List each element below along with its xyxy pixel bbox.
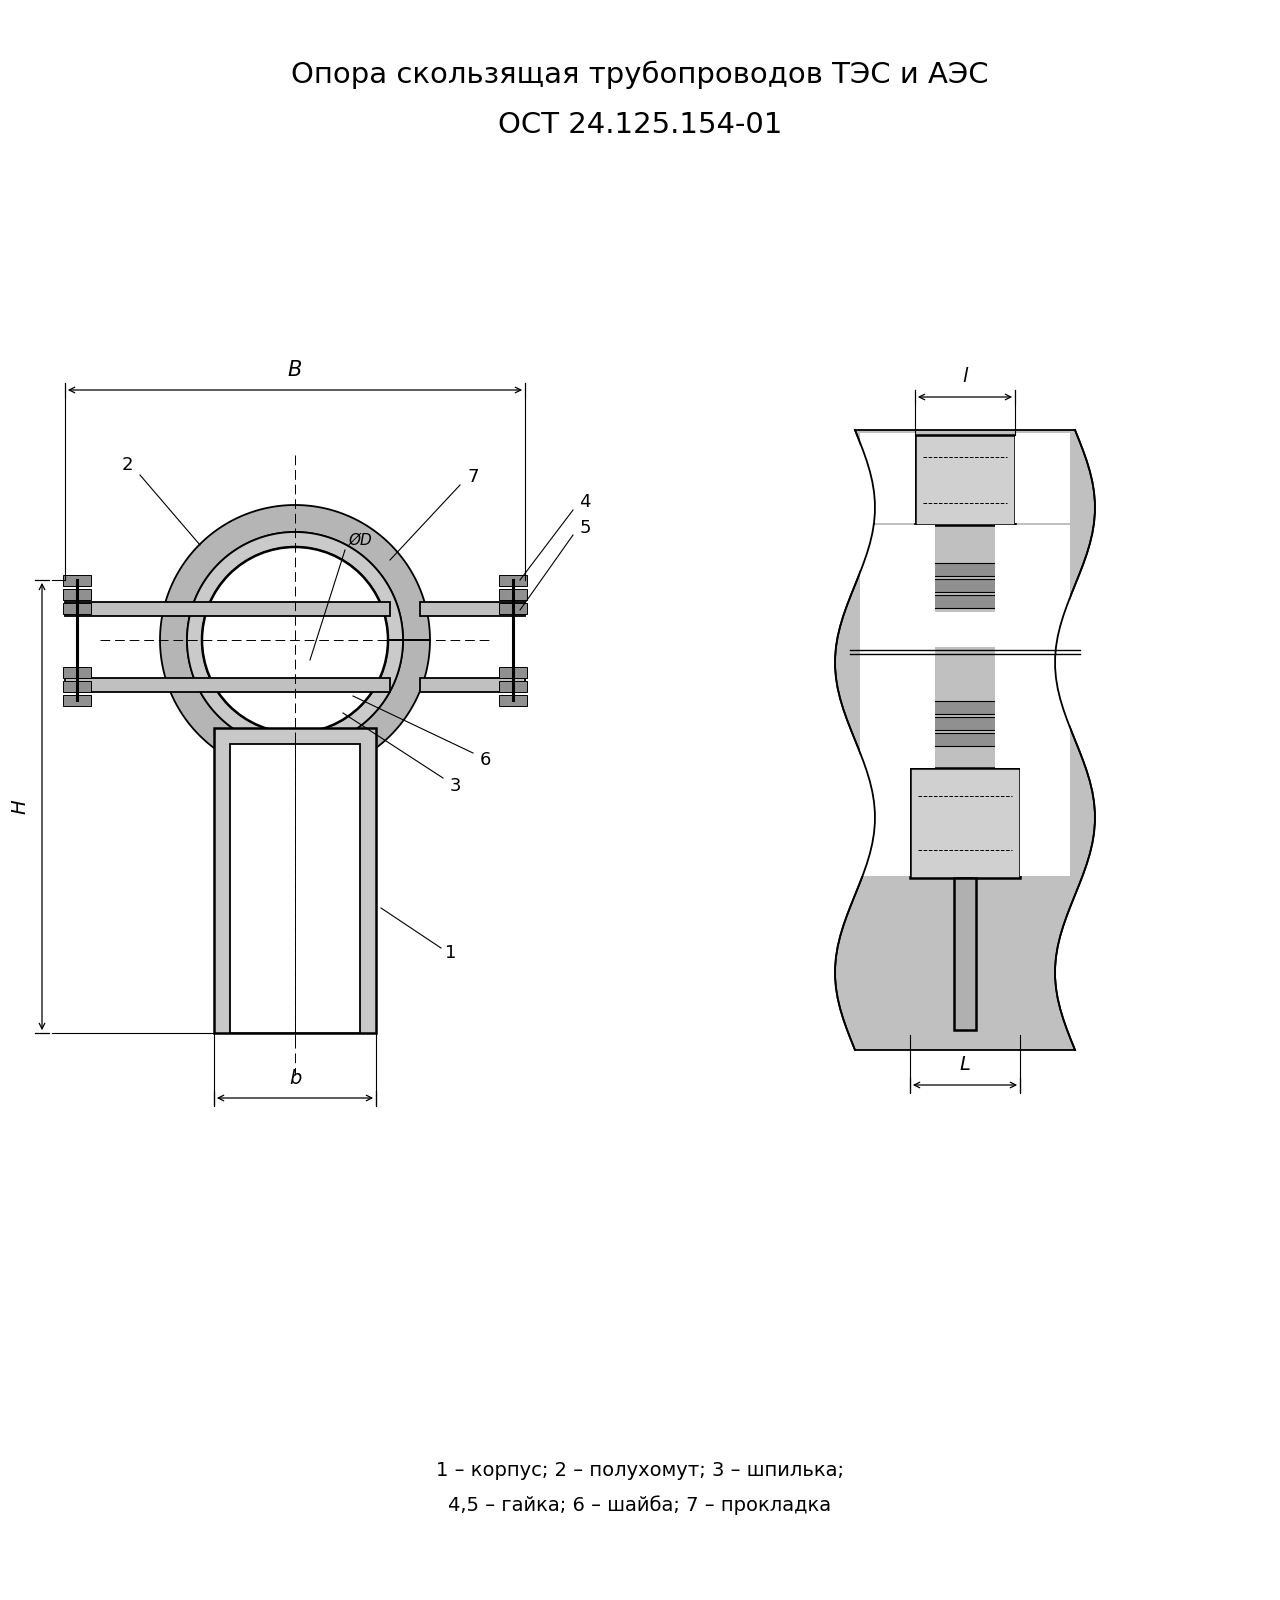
Polygon shape xyxy=(160,506,430,774)
Bar xyxy=(65,678,390,691)
Text: 4: 4 xyxy=(580,493,591,510)
Bar xyxy=(1015,434,1070,523)
Bar xyxy=(63,574,91,586)
Bar xyxy=(65,602,390,616)
Bar xyxy=(860,525,934,768)
Text: b: b xyxy=(289,1069,301,1088)
Text: l: l xyxy=(963,368,968,387)
Text: 2: 2 xyxy=(122,456,133,474)
Bar xyxy=(915,435,1015,525)
Text: 1: 1 xyxy=(445,944,457,962)
Bar xyxy=(928,579,1002,592)
Bar xyxy=(499,603,527,613)
Bar xyxy=(63,667,91,677)
Bar xyxy=(860,766,910,877)
Bar xyxy=(63,680,91,691)
Bar xyxy=(925,611,1005,646)
Bar xyxy=(995,525,1070,768)
Text: B: B xyxy=(288,360,302,379)
Bar xyxy=(860,434,915,523)
Bar xyxy=(420,678,525,691)
Polygon shape xyxy=(835,430,1094,1050)
Bar xyxy=(910,768,1020,878)
Bar xyxy=(63,694,91,706)
Text: 1 – корпус; 2 – полухомут; 3 – шпилька;: 1 – корпус; 2 – полухомут; 3 – шпилька; xyxy=(436,1461,844,1480)
Text: 7: 7 xyxy=(467,467,479,486)
Polygon shape xyxy=(187,533,403,747)
Bar xyxy=(928,717,1002,730)
Bar xyxy=(928,733,1002,746)
Bar xyxy=(1020,766,1070,877)
Text: H: H xyxy=(10,798,29,814)
Bar xyxy=(63,603,91,613)
Text: 5: 5 xyxy=(580,518,591,538)
Bar xyxy=(499,667,527,677)
Text: Опора скользящая трубопроводов ТЭС и АЭС: Опора скользящая трубопроводов ТЭС и АЭС xyxy=(291,61,989,90)
Bar xyxy=(499,574,527,586)
Bar xyxy=(420,602,525,616)
Bar xyxy=(928,563,1002,576)
Bar xyxy=(499,589,527,600)
Bar xyxy=(230,744,360,1034)
Text: 6: 6 xyxy=(479,750,490,770)
Bar xyxy=(214,728,376,1034)
Circle shape xyxy=(202,547,388,733)
Text: 3: 3 xyxy=(449,778,461,795)
Text: 4,5 – гайка; 6 – шайба; 7 – прокладка: 4,5 – гайка; 6 – шайба; 7 – прокладка xyxy=(448,1494,832,1515)
Bar xyxy=(63,589,91,600)
Text: ØD: ØD xyxy=(348,533,372,547)
Text: L: L xyxy=(960,1056,970,1075)
Bar xyxy=(928,595,1002,608)
Bar xyxy=(499,694,527,706)
Bar xyxy=(954,878,977,1030)
Text: ОСТ 24.125.154-01: ОСТ 24.125.154-01 xyxy=(498,110,782,139)
Bar xyxy=(499,680,527,691)
Bar xyxy=(928,701,1002,714)
